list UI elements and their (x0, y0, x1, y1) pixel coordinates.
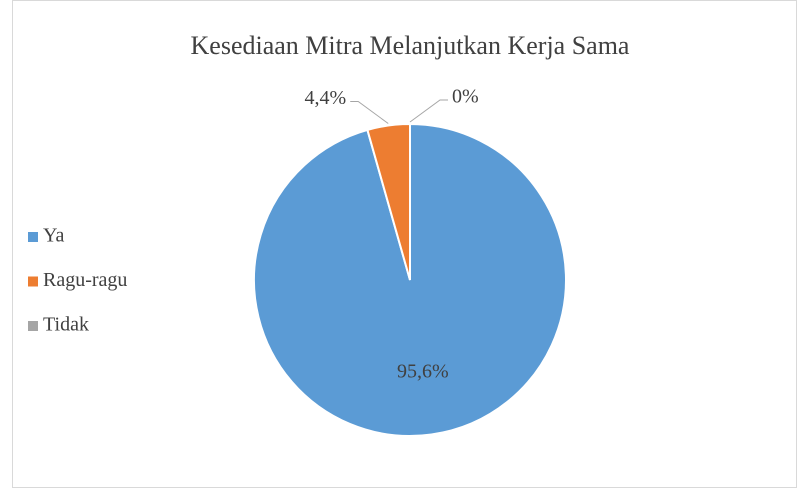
legend-label: Ya (43, 225, 64, 247)
data-label: 95,6% (397, 360, 449, 382)
legend-swatch (28, 276, 38, 287)
legend-swatch (28, 321, 38, 331)
chart-title: Kesediaan Mitra Melanjutkan Kerja Sama (191, 31, 630, 60)
data-label: 4,4% (305, 87, 347, 109)
legend-label: Ragu-ragu (43, 269, 127, 291)
legend-label: Tidak (43, 314, 89, 336)
data-label: 0% (452, 86, 479, 108)
leader-line (350, 101, 389, 124)
legend-swatch (28, 232, 38, 242)
leader-line (409, 99, 448, 123)
